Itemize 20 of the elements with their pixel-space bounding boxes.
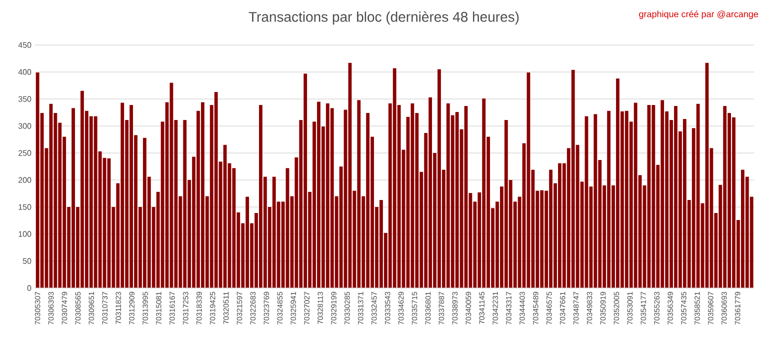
y-tick-label: 0 xyxy=(27,285,32,291)
text: graphique créé par @arcange xyxy=(639,10,758,20)
bar xyxy=(634,102,638,288)
bar xyxy=(36,72,40,288)
y-tick-label: 150 xyxy=(18,204,32,210)
y-tick-label: 300 xyxy=(18,123,32,129)
bar xyxy=(594,114,598,288)
y-tick-label: 200 xyxy=(18,177,32,183)
y-tick-label: 350 xyxy=(18,96,32,102)
y-tick-label: 100 xyxy=(18,231,32,237)
y-tick-label: 400 xyxy=(18,69,32,75)
y-tick-label: 50 xyxy=(22,258,32,264)
bar xyxy=(214,92,218,288)
bar xyxy=(652,104,656,288)
y-tick-label: 250 xyxy=(18,150,32,156)
y-tick-label: 450 xyxy=(18,42,32,48)
bar xyxy=(455,112,459,288)
chart-title: Transactions par bloc (dernières 48 heures) xyxy=(248,11,519,25)
bar xyxy=(410,103,414,288)
bar xyxy=(696,104,700,288)
